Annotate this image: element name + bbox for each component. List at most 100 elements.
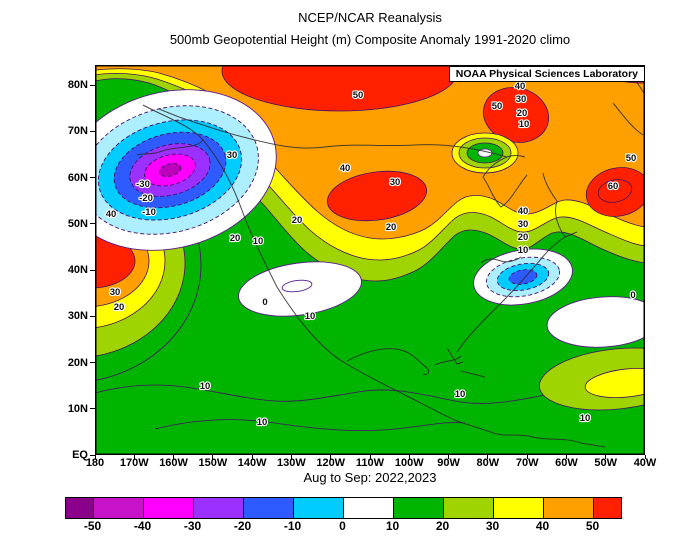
contour-label: 10 xyxy=(257,417,268,428)
contour-label: 10 xyxy=(518,245,529,256)
lon-tick-label: 140W xyxy=(237,457,267,469)
lon-tickmark xyxy=(251,455,253,459)
colorbar-cell xyxy=(343,498,394,518)
lon-tick-label: 180 xyxy=(85,457,105,469)
contour-label: -20 xyxy=(139,193,153,204)
contour-label: 30 xyxy=(110,287,121,298)
lon-tickmark xyxy=(330,455,332,459)
contour-label: 0 xyxy=(630,290,635,301)
lat-tickmark xyxy=(90,315,95,317)
colorbar-tick-label: 10 xyxy=(385,519,400,533)
contour-label: 40 xyxy=(340,163,351,174)
lat-tick-label: 50N xyxy=(67,217,88,230)
lon-tick-label: 60W xyxy=(555,457,578,469)
lon-tickmark xyxy=(408,455,410,459)
colorbar-tick-label: 30 xyxy=(485,519,500,533)
contour-label: 20 xyxy=(230,233,241,244)
lon-tick-label: 90W xyxy=(437,457,460,469)
contour-label: 20 xyxy=(517,108,528,119)
contour-label: 0 xyxy=(262,297,267,308)
contour-label: 10 xyxy=(200,381,211,392)
lon-tick-label: 40W xyxy=(633,457,657,469)
contour-label: 20 xyxy=(518,232,529,243)
lat-tick-label: 20N xyxy=(67,356,88,369)
lat-tick-label: 80N xyxy=(67,79,88,91)
lat-tick-label: 60N xyxy=(67,171,88,184)
contour-label: 20 xyxy=(386,222,397,233)
atlantic-neutral-blob xyxy=(546,296,645,348)
colorbar-cell xyxy=(443,498,494,518)
lon-tickmark xyxy=(369,455,371,459)
contour-label: 40 xyxy=(515,81,526,92)
lon-tickmark xyxy=(605,455,607,459)
colorbar-tick-label: -50 xyxy=(83,519,102,533)
colorbar-cell xyxy=(93,498,144,518)
colorbar-tick-label: -10 xyxy=(283,519,302,533)
map-frame xyxy=(95,65,645,455)
lon-tickmark xyxy=(212,455,214,459)
contour-label: 40 xyxy=(518,206,529,217)
lon-tickmark xyxy=(487,455,489,459)
contour-label: 50 xyxy=(492,101,503,112)
colorbar-tick-label: 0 xyxy=(339,519,346,533)
contour-label: 30 xyxy=(516,94,527,105)
contour-label: 30 xyxy=(390,177,401,188)
lon-tick-label: 130W xyxy=(277,457,306,469)
lon-tick-label: 110W xyxy=(355,457,385,469)
lon-tick-label: 120W xyxy=(316,457,346,469)
lon-tickmark xyxy=(173,455,175,459)
lon-tick-label: 150W xyxy=(198,457,228,469)
colorbar-cell xyxy=(243,498,294,518)
contour-label: 20 xyxy=(292,215,303,226)
colorbar-cell xyxy=(543,498,594,518)
atlantic-canada-positive-core xyxy=(585,167,645,217)
lat-tick-label: 30N xyxy=(67,310,88,323)
lon-tick-label: 160W xyxy=(159,457,188,469)
lat-tickmark xyxy=(90,454,95,456)
contour-label: 40 xyxy=(106,209,117,220)
lon-tick-label: 50W xyxy=(594,457,618,469)
chart-title: NCEP/NCAR Reanalysis xyxy=(298,10,442,25)
lat-tick-label: 70N xyxy=(67,125,88,138)
colorbar-tick-label: 40 xyxy=(535,519,550,533)
colorbar-tick-label: -40 xyxy=(133,519,152,533)
colorbar-tick-label: -20 xyxy=(233,519,252,533)
colorbar-cell xyxy=(193,498,244,518)
colorbar-cell xyxy=(393,498,444,518)
southwest-neutral-blob xyxy=(238,261,362,317)
colorbar-tick-label: -30 xyxy=(183,519,202,533)
contour-label: 30 xyxy=(227,150,238,161)
colorbar-cell xyxy=(66,498,94,518)
central-positive-core xyxy=(326,170,428,222)
lon-tickmark xyxy=(448,455,450,459)
contour-label: 10 xyxy=(253,236,264,247)
lon-tick-label: 100W xyxy=(394,457,424,469)
colorbar xyxy=(65,497,622,519)
hudson-neutral-spot xyxy=(451,132,519,174)
contour-label: 10 xyxy=(519,119,530,130)
lat-tick-label: EQ xyxy=(72,449,88,461)
colorbar-cell xyxy=(293,498,344,518)
contour-label: 10 xyxy=(305,311,316,322)
contour-label: 50 xyxy=(353,90,364,101)
colorbar-tick-label: 50 xyxy=(585,519,600,533)
contour-label: 10 xyxy=(455,389,466,400)
lon-tickmark xyxy=(94,455,96,459)
lon-tickmark xyxy=(290,455,292,459)
contour-label: 20 xyxy=(114,302,125,313)
lon-tickmark xyxy=(644,455,646,459)
contour-label: -30 xyxy=(136,179,150,190)
source-label: NOAA Physical Sciences Laboratory xyxy=(448,66,645,82)
contour-label: 50 xyxy=(626,153,637,164)
colorbar-cell xyxy=(493,498,544,518)
lat-tickmark xyxy=(90,362,95,363)
caribbean-positive xyxy=(538,347,645,411)
contour-label: -10 xyxy=(142,207,156,218)
lon-tick-label: 80W xyxy=(476,457,500,469)
period-caption: Aug to Sep: 2022,2023 xyxy=(303,470,437,485)
lat-tickmark xyxy=(90,130,95,132)
lon-tick-label: 170W xyxy=(119,457,149,469)
